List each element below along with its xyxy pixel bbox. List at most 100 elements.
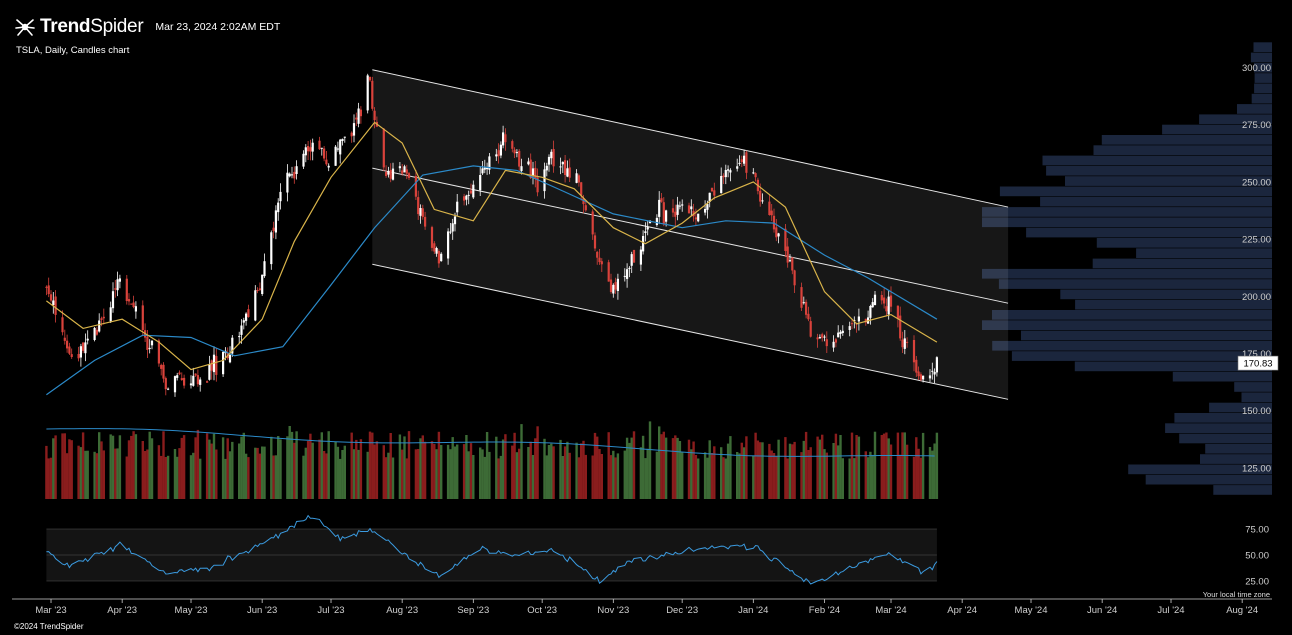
volume-bar bbox=[277, 436, 280, 499]
volume-bar bbox=[70, 440, 73, 499]
candle-down bbox=[146, 336, 149, 350]
volume-bar bbox=[359, 439, 363, 499]
volume-bar bbox=[690, 449, 693, 499]
volume-bar bbox=[821, 434, 824, 499]
volume-bar bbox=[350, 432, 353, 499]
candle-up bbox=[935, 357, 938, 373]
candle-down bbox=[157, 340, 160, 364]
candle-down bbox=[825, 339, 828, 347]
volume-bar bbox=[63, 433, 66, 499]
volume-bar bbox=[596, 436, 599, 499]
volume-bar bbox=[921, 432, 925, 499]
volume-bar bbox=[368, 431, 372, 499]
candle-up bbox=[527, 161, 530, 165]
candle-down bbox=[632, 250, 636, 263]
candle-down bbox=[504, 134, 507, 143]
candle-up bbox=[456, 201, 459, 213]
timestamp: Mar 23, 2024 2:02AM EDT bbox=[155, 21, 281, 33]
candle-up bbox=[630, 254, 633, 266]
candle-up bbox=[199, 379, 202, 385]
volume-bar bbox=[752, 455, 755, 499]
candle-up bbox=[903, 338, 906, 349]
volume-bar bbox=[148, 431, 151, 499]
volume-bar bbox=[472, 455, 475, 499]
candle-down bbox=[359, 109, 362, 117]
candle-up bbox=[727, 169, 730, 171]
candle-up bbox=[612, 284, 615, 294]
copyright: ©2024 TrendSpider bbox=[14, 622, 84, 631]
volume-bar bbox=[527, 447, 530, 499]
candle-down bbox=[816, 337, 819, 340]
candle-up bbox=[547, 156, 551, 165]
volume-bar bbox=[501, 439, 505, 499]
volume-bar bbox=[740, 442, 743, 499]
volume-bar bbox=[479, 447, 482, 499]
candle-down bbox=[662, 202, 665, 224]
volume-bar bbox=[614, 457, 617, 499]
volume-bar bbox=[318, 439, 321, 499]
candle-up bbox=[366, 75, 369, 111]
volume-bar bbox=[451, 437, 454, 499]
volume-bar bbox=[196, 429, 200, 499]
volume-bar bbox=[864, 451, 867, 499]
moving-averages bbox=[46, 121, 938, 396]
header-bar: TrendSpider Mar 23, 2024 2:02AM EDT bbox=[14, 14, 280, 40]
volume-bar bbox=[726, 443, 730, 499]
volume-bar bbox=[664, 437, 668, 499]
candle-up bbox=[837, 332, 840, 338]
candle-down bbox=[885, 306, 888, 312]
candle-up bbox=[261, 274, 264, 294]
volume-bar bbox=[467, 451, 470, 499]
candle-down bbox=[889, 295, 893, 307]
candle-up bbox=[488, 156, 491, 170]
candle-up bbox=[254, 290, 257, 321]
volume-bar bbox=[584, 454, 587, 499]
candle-down bbox=[883, 297, 886, 304]
candle-down bbox=[469, 190, 473, 194]
volume-bar bbox=[102, 450, 105, 499]
candle-up bbox=[398, 166, 401, 169]
candle-up bbox=[288, 173, 291, 177]
volume-bar bbox=[837, 445, 840, 499]
volume-bar bbox=[407, 431, 411, 499]
volume-bar bbox=[543, 438, 546, 499]
candle-up bbox=[242, 320, 245, 323]
candle-down bbox=[141, 305, 144, 330]
candle-up bbox=[777, 233, 780, 237]
volume-bar bbox=[274, 455, 278, 499]
volume-profile-bin bbox=[1250, 52, 1272, 63]
volume-bar bbox=[100, 441, 103, 499]
candle-up bbox=[561, 161, 564, 165]
candle-down bbox=[584, 205, 587, 211]
volume-bar bbox=[263, 446, 266, 499]
volume-bar bbox=[302, 455, 305, 499]
volume-profile-bin bbox=[1251, 93, 1272, 104]
candle-up bbox=[933, 372, 936, 375]
candle-up bbox=[176, 375, 179, 378]
price-tick-label: 175.00 bbox=[1242, 349, 1271, 360]
candle-up bbox=[109, 307, 112, 322]
candle-up bbox=[706, 204, 709, 210]
candle-down bbox=[598, 257, 601, 263]
volume-bar bbox=[593, 432, 597, 499]
volume-bar bbox=[405, 458, 408, 499]
price-tick-label: 275.00 bbox=[1242, 120, 1271, 131]
candle-down bbox=[206, 381, 209, 383]
candle-up bbox=[743, 155, 746, 164]
volume-bar bbox=[433, 444, 436, 499]
candle-down bbox=[768, 201, 771, 215]
candle-down bbox=[318, 140, 321, 150]
candle-up bbox=[134, 306, 137, 312]
candle-up bbox=[173, 376, 177, 393]
x-tick-label: May '24 bbox=[1015, 605, 1048, 616]
candle-up bbox=[304, 147, 307, 156]
candle-up bbox=[277, 202, 280, 213]
axes: Mar '23 Apr '23 May '23 Jun '23 Jul '23 Aug '… bbox=[12, 63, 1279, 616]
volume-bar bbox=[440, 445, 443, 499]
candle-up bbox=[311, 142, 314, 152]
volume-bar bbox=[322, 451, 326, 499]
candle-down bbox=[125, 278, 128, 301]
volume-bar bbox=[52, 438, 55, 499]
volume-bar bbox=[625, 437, 629, 499]
